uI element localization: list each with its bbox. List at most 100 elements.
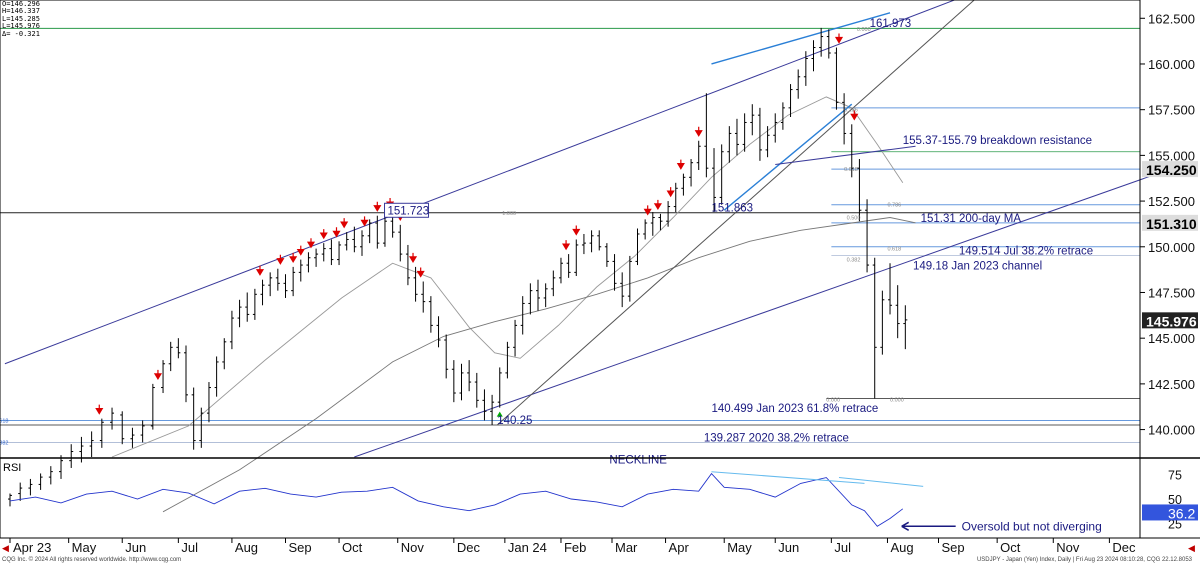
annotation-2: 151.863 bbox=[711, 203, 753, 215]
price-tick-4: 152.500 bbox=[1148, 194, 1195, 209]
fib-label-1: 0.382 bbox=[0, 440, 8, 446]
price-bar-78 bbox=[643, 219, 648, 240]
time-label-0: Apr 23 bbox=[13, 540, 51, 555]
time-label-17: Sep bbox=[941, 540, 964, 555]
price-bar-18 bbox=[184, 345, 189, 403]
down-arrow-icon-3 bbox=[276, 254, 285, 265]
wedge-upper-line bbox=[711, 12, 891, 65]
scroll-left-arrow-icon[interactable]: ◀ bbox=[2, 543, 9, 553]
down-arrow-icon-1 bbox=[153, 369, 163, 381]
price-bar-65 bbox=[543, 283, 548, 308]
price-bar-19 bbox=[191, 387, 196, 450]
price-bar-74 bbox=[612, 254, 617, 291]
price-bar-110 bbox=[888, 263, 893, 315]
price-bar-34 bbox=[306, 252, 311, 273]
time-label-13: May bbox=[727, 540, 752, 555]
price-bar-27 bbox=[252, 288, 257, 320]
price-axis: 162.500 160.000 157.500 155.000 152.500 150.0… bbox=[0, 0, 1200, 539]
price-bar-20 bbox=[199, 407, 204, 448]
price-bar-16 bbox=[168, 341, 173, 372]
price-bar-51 bbox=[436, 316, 441, 348]
price-bar-15 bbox=[161, 360, 166, 394]
down-arrow-icon-5 bbox=[296, 245, 305, 256]
price-bar-96 bbox=[780, 102, 785, 130]
fib-label-11: 0.000 bbox=[857, 27, 871, 33]
price-bar-50 bbox=[428, 296, 433, 333]
down-arrow-icon-14 bbox=[408, 252, 418, 264]
price-bar-28 bbox=[260, 279, 265, 306]
price-bar-0 bbox=[8, 493, 12, 507]
down-arrow-icon-17 bbox=[572, 225, 581, 236]
scroll-right-arrow-icon[interactable]: ◀ bbox=[1188, 543, 1195, 553]
price-bar-70 bbox=[581, 233, 586, 255]
price-bar-79 bbox=[650, 212, 655, 236]
down-arrow-icon-4 bbox=[289, 252, 298, 264]
price-bar-54 bbox=[459, 363, 464, 401]
price-bar-94 bbox=[765, 126, 770, 158]
price-highlight-box-1 bbox=[1142, 214, 1198, 231]
price-bar-80 bbox=[658, 213, 663, 231]
price-bar-56 bbox=[474, 372, 479, 408]
time-label-6: Oct bbox=[342, 540, 363, 555]
rsi-tick-0: 75 bbox=[1168, 469, 1182, 483]
annotation-9: 139.287 2020 38.2% retrace bbox=[704, 433, 849, 445]
time-label-10: Feb bbox=[564, 540, 586, 555]
price-bar-102 bbox=[826, 29, 831, 59]
price-bar-49 bbox=[421, 281, 426, 313]
price-bar-98 bbox=[796, 69, 801, 99]
annotation-1: 151.723 bbox=[388, 205, 430, 217]
time-label-3: Jul bbox=[181, 540, 198, 555]
price-bar-97 bbox=[788, 84, 793, 117]
price-bar-101 bbox=[819, 27, 824, 57]
down-arrow-icon-0 bbox=[95, 404, 104, 415]
price-bar-90 bbox=[734, 118, 739, 156]
price-bar-86 bbox=[704, 93, 709, 178]
price-bar-111 bbox=[895, 285, 900, 339]
price-bar-99 bbox=[803, 51, 808, 86]
fib-label-10: 0.000 bbox=[890, 397, 904, 403]
price-bar-68 bbox=[566, 254, 571, 278]
down-arrow-icon-15 bbox=[416, 267, 425, 278]
footer-instrument-info: USDJPY - Japan (Yen) Index, Daily | Fri … bbox=[976, 557, 1192, 563]
price-bar-13 bbox=[140, 420, 145, 443]
time-label-7: Nov bbox=[401, 540, 425, 555]
price-bar-103 bbox=[834, 47, 839, 110]
price-bar-24 bbox=[229, 310, 234, 350]
price-bar-60 bbox=[505, 341, 510, 379]
moving-averages bbox=[111, 96, 916, 513]
down-arrow-icon-24 bbox=[850, 110, 859, 121]
price-bar-59 bbox=[497, 367, 502, 408]
price-bar-64 bbox=[536, 279, 541, 311]
rsi-last-box bbox=[1142, 504, 1198, 521]
price-tick-8: 142.500 bbox=[1148, 377, 1195, 392]
time-label-16: Aug bbox=[890, 540, 913, 555]
price-bar-26 bbox=[245, 292, 250, 322]
price-bar-12 bbox=[130, 427, 135, 448]
time-label-2: Jun bbox=[125, 540, 146, 555]
price-bar-93 bbox=[757, 107, 762, 161]
rsi-trend-line bbox=[838, 477, 924, 487]
price-bar-46 bbox=[398, 224, 403, 262]
up-arrow-icon-0 bbox=[496, 411, 503, 417]
price-bar-43 bbox=[375, 215, 380, 249]
annotation-4: 155.37-155.79 breakdown resistance bbox=[903, 135, 1092, 147]
price-bar-21 bbox=[206, 382, 211, 423]
fib-label-5: 0.786 bbox=[887, 203, 901, 209]
fib-label-9: 0.000 bbox=[826, 397, 840, 403]
wedge-lower-line bbox=[723, 103, 853, 211]
rsi-line bbox=[9, 472, 904, 527]
time-label-14: Jun bbox=[778, 540, 799, 555]
price-bar-61 bbox=[513, 319, 518, 357]
price-bar-63 bbox=[528, 283, 533, 315]
price-bar-42 bbox=[367, 219, 372, 244]
annotation-6: 149.514 Jul 38.2% retrace bbox=[959, 246, 1093, 258]
price-bar-41 bbox=[360, 230, 365, 256]
price-bar-48 bbox=[413, 266, 418, 302]
price-bar-91 bbox=[742, 113, 747, 152]
down-arrow-icon-6 bbox=[306, 238, 316, 249]
annotation-5: 151.31 200-day MA bbox=[921, 213, 1022, 225]
price-bar-2 bbox=[28, 478, 33, 496]
fib-label-7: 0.618 bbox=[887, 247, 901, 253]
